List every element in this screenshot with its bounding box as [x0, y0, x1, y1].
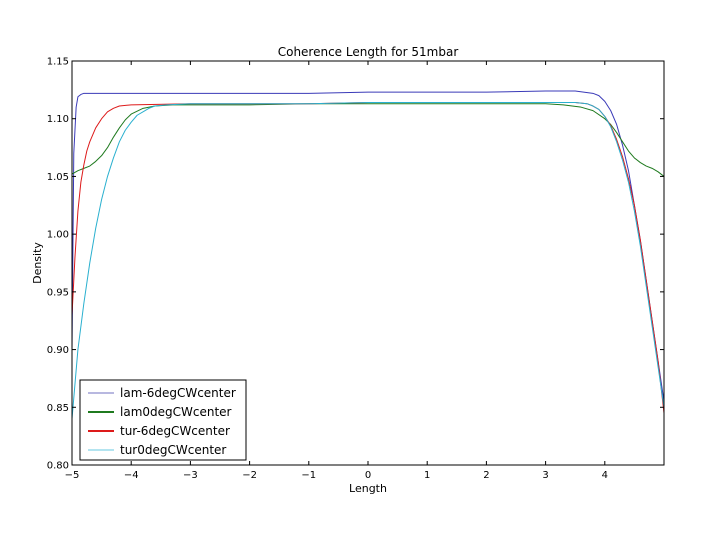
- legend-label: lam0degCWcenter: [120, 405, 232, 419]
- series-line-4: [72, 102, 664, 420]
- x-tick-label: 4: [602, 470, 608, 481]
- x-tick-label: 3: [542, 470, 548, 481]
- x-tick-label: −3: [183, 470, 198, 481]
- y-tick-label: 0.90: [47, 345, 69, 356]
- legend-label: tur-6degCWcenter: [120, 424, 230, 438]
- x-tick-label: 1: [424, 470, 430, 481]
- x-tick-label: −2: [242, 470, 257, 481]
- x-tick-label: −4: [124, 470, 139, 481]
- legend-label: lam-6degCWcenter: [120, 386, 236, 400]
- chart-title: Coherence Length for 51mbar: [278, 45, 459, 59]
- y-tick-label: 1.00: [47, 230, 69, 241]
- series-layer: [72, 90, 664, 420]
- x-tick-label: −1: [301, 470, 316, 481]
- legend-label: tur0degCWcenter: [120, 443, 226, 457]
- series-line-2: [72, 103, 664, 177]
- x-axis-title: Length: [349, 482, 387, 495]
- ticks-layer: −5 −4 −3 −2 −1 0 1 2 3 4 0.80 0.85 0.90 0.95 1.00 1.05 1…: [47, 57, 664, 481]
- y-tick-label: 0.80: [47, 461, 69, 472]
- y-tick-label: 1.10: [47, 114, 69, 125]
- x-tick-label: 0: [365, 470, 371, 481]
- y-axis-title: Density: [31, 242, 44, 284]
- x-tick-label: 2: [483, 470, 489, 481]
- x-tick-label: −5: [65, 470, 80, 481]
- y-tick-label: 0.95: [47, 287, 69, 298]
- legend: lam-6degCWcenter lam0degCWcenter tur-6degC…: [79, 379, 247, 461]
- y-tick-label: 0.85: [47, 403, 69, 414]
- y-tick-label: 1.05: [47, 172, 69, 183]
- y-tick-label: 1.15: [47, 57, 69, 68]
